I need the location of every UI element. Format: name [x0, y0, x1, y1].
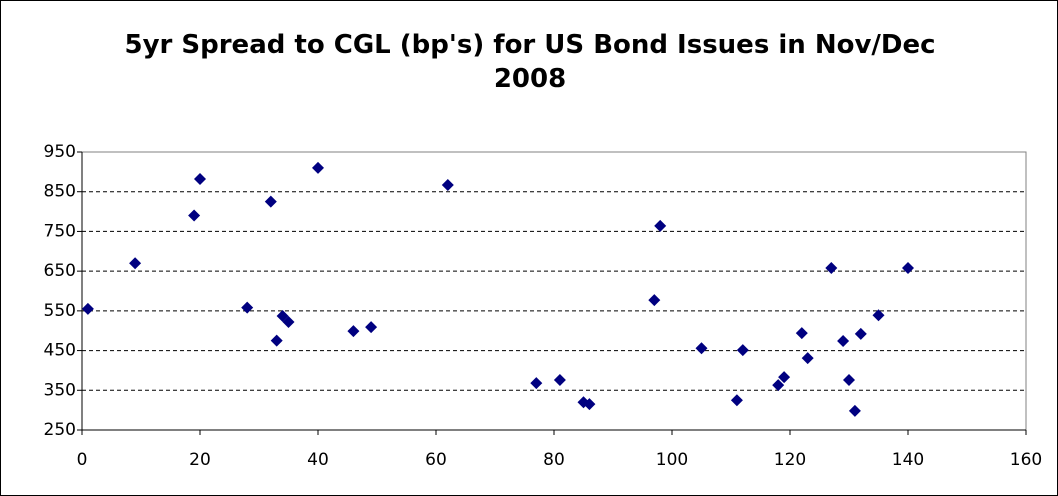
point [81, 302, 94, 315]
x-tick-label: 40 [307, 450, 329, 470]
y-tick-label: 550 [44, 301, 76, 321]
point [270, 334, 283, 347]
point [872, 309, 885, 322]
x-tick-label: 20 [189, 450, 211, 470]
point [772, 379, 785, 392]
point [194, 173, 206, 186]
point [553, 373, 566, 386]
x-tick-label: 0 [77, 450, 88, 470]
y-tick-label: 650 [44, 261, 76, 281]
y-tick-label: 950 [44, 142, 76, 162]
chart-title: 5yr Spread to CGL (bp's) for US Bond Iss… [124, 30, 936, 94]
point [583, 398, 596, 411]
x-tick-label: 60 [425, 450, 447, 470]
y-tick-label: 350 [44, 380, 76, 400]
x-tick-label: 80 [543, 450, 565, 470]
point [654, 219, 667, 232]
point [282, 315, 295, 328]
point [188, 209, 201, 222]
point [848, 404, 861, 417]
x-tick-label: 120 [774, 450, 806, 470]
point [441, 178, 454, 191]
point [365, 321, 378, 334]
x-tick-label: 140 [892, 450, 924, 470]
point [854, 327, 867, 340]
point [648, 294, 661, 307]
point [241, 301, 254, 314]
x-tick-label: 100 [656, 450, 688, 470]
y-tick-label: 850 [44, 182, 76, 202]
point [795, 327, 808, 340]
point [695, 342, 708, 355]
y-tick-label: 250 [44, 420, 76, 440]
point [730, 394, 743, 407]
point [312, 161, 324, 174]
point [530, 377, 543, 390]
point [825, 261, 838, 274]
y-tick-label: 450 [44, 341, 76, 361]
y-tick-label: 750 [44, 221, 76, 241]
point [347, 325, 360, 338]
point [801, 352, 814, 365]
point [837, 335, 850, 348]
point [778, 371, 791, 384]
point [736, 344, 749, 357]
point [129, 257, 142, 270]
point [264, 195, 277, 208]
x-tick-label: 160 [1010, 450, 1042, 470]
point [843, 373, 855, 386]
point [902, 261, 914, 274]
plot-area [81, 151, 1027, 431]
